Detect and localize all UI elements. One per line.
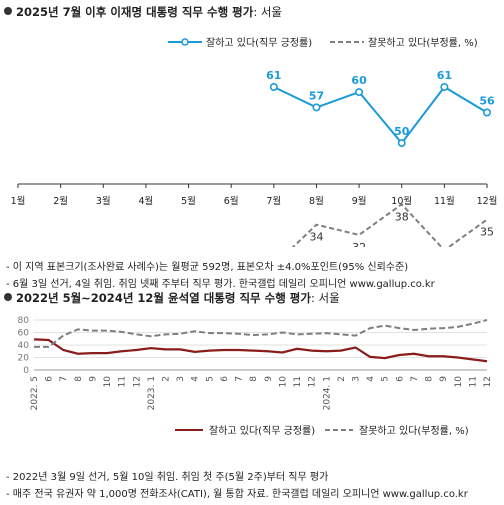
bullet-dot-icon (4, 7, 12, 15)
x-tick-label: 11 (118, 376, 128, 387)
x-tick-label: 2023. 1 (147, 376, 157, 410)
data-label: 56 (479, 95, 495, 108)
x-tick-label: 8 (249, 376, 259, 382)
legend-marker-1 (181, 38, 189, 46)
x-tick-label: 9 (439, 376, 449, 382)
x-tick-label: 7월 (266, 195, 281, 207)
chart2-title: 2022년 5월~2024년 12월 윤석열 대통령 직무 수행 평가: 서울 (4, 290, 340, 306)
x-tick-label: 2 (162, 376, 172, 382)
data-point (397, 139, 406, 148)
x-tick-label: 9월 (352, 195, 367, 207)
x-tick-label: 11 (293, 376, 303, 387)
data-label: 61 (266, 69, 281, 82)
x-tick-label: 7 (410, 376, 420, 382)
y-tick-label: 0 (23, 366, 29, 376)
x-tick-label: 3 (176, 376, 186, 382)
data-point (312, 103, 321, 112)
y-tick-label: 40 (18, 341, 30, 351)
bullet-dot-icon (4, 293, 12, 301)
x-tick-label: 7 (59, 376, 69, 382)
data-label: 35 (480, 226, 494, 239)
x-tick-label: 9 (264, 376, 274, 382)
x-tick-label: 6 (45, 376, 55, 382)
data-label: 60 (351, 74, 367, 87)
x-tick-label: 2024. 1 (322, 376, 332, 410)
x-tick-label: 6 (395, 376, 405, 382)
x-tick-label: 5 (205, 376, 215, 382)
x-tick-label: 11 (468, 376, 478, 387)
series-line-1 (33, 338, 488, 363)
x-tick-label: 3 (351, 376, 361, 382)
data-label: 34 (309, 231, 323, 244)
x-tick-label: 4 (366, 376, 376, 382)
legend-label-2: 잘못하고 있다(부정률, %) (368, 36, 478, 49)
x-tick-label: 3월 (96, 195, 111, 207)
chart1-note-2: - 6월 3일 선거, 4일 취임. 취임 넷째 주부터 직무 평가. 한국갤럽… (6, 279, 435, 290)
x-tick-label: 2월 (53, 195, 68, 207)
x-tick-label: 12 (483, 376, 493, 387)
x-tick-label: 8 (74, 376, 84, 382)
x-tick-label: 6월 (224, 195, 239, 207)
x-tick-label: 10 (103, 376, 113, 388)
data-label: 32 (352, 241, 366, 247)
series-line-2 (291, 202, 488, 247)
y-tick-label: 60 (18, 329, 30, 339)
x-tick-label: 11월 (434, 195, 455, 207)
chart1-title: 2025년 7월 이후 이재명 대통령 직무 수행 평가: 서울 (4, 4, 282, 20)
x-tick-label: 4월 (139, 195, 154, 207)
x-tick-label: 10 (278, 376, 288, 388)
legend-label-2: 잘못하고 있다(부정률, %) (359, 424, 469, 437)
data-point (440, 82, 449, 91)
data-label: 50 (394, 125, 410, 138)
x-tick-label: 12월 (477, 195, 498, 207)
x-tick-label: 2022. 5 (30, 376, 40, 410)
x-tick-label: 10 (454, 376, 464, 388)
data-point (482, 108, 491, 117)
x-tick-label: 8월 (309, 195, 324, 207)
x-tick-label: 6 (220, 376, 230, 382)
x-tick-label: 12 (132, 376, 142, 387)
data-label: 38 (395, 210, 409, 223)
chart1: 잘하고 있다(직무 긍정률) 잘못하고 있다(부정률, %) 1월 2월 3월 4월 5월 6… (11, 36, 498, 247)
x-tick-label: 7 (235, 376, 245, 382)
chart1-note-1: - 이 지역 표본크기(조사완료 사례수)는 월평균 592명, 표본오차 ±4… (6, 262, 409, 273)
x-tick-label: 1월 (11, 195, 26, 207)
x-tick-label: 2 (337, 376, 347, 382)
x-tick-label: 5 (381, 376, 391, 382)
series-line-1 (273, 85, 488, 145)
data-point (355, 88, 364, 97)
x-tick-label: 9 (88, 376, 98, 382)
chart2-note-1: - 2022년 3월 9일 선거, 5월 10일 취임. 취임 첫 주(5월 2… (6, 472, 329, 483)
y-tick-label: 20 (18, 354, 30, 364)
data-label: 57 (309, 89, 324, 102)
legend-label-1: 잘하고 있다(직무 긍정률) (209, 424, 315, 437)
x-tick-label: 8 (425, 376, 435, 382)
x-tick-label: 5월 (181, 195, 196, 207)
data-label: 61 (437, 69, 452, 82)
legend-label-1: 잘하고 있다(직무 긍정률) (206, 36, 312, 49)
series-line-2 (34, 319, 488, 348)
y-tick-label: 80 (18, 316, 30, 326)
x-tick-label: 12 (308, 376, 318, 387)
x-tick-label: 4 (191, 376, 201, 382)
x-tick-label: 10월 (391, 195, 412, 207)
data-point (269, 82, 278, 91)
chart2-note-2: - 매주 전국 유권자 약 1,000명 전화조사(CATI), 월 통합 자료… (6, 489, 468, 500)
